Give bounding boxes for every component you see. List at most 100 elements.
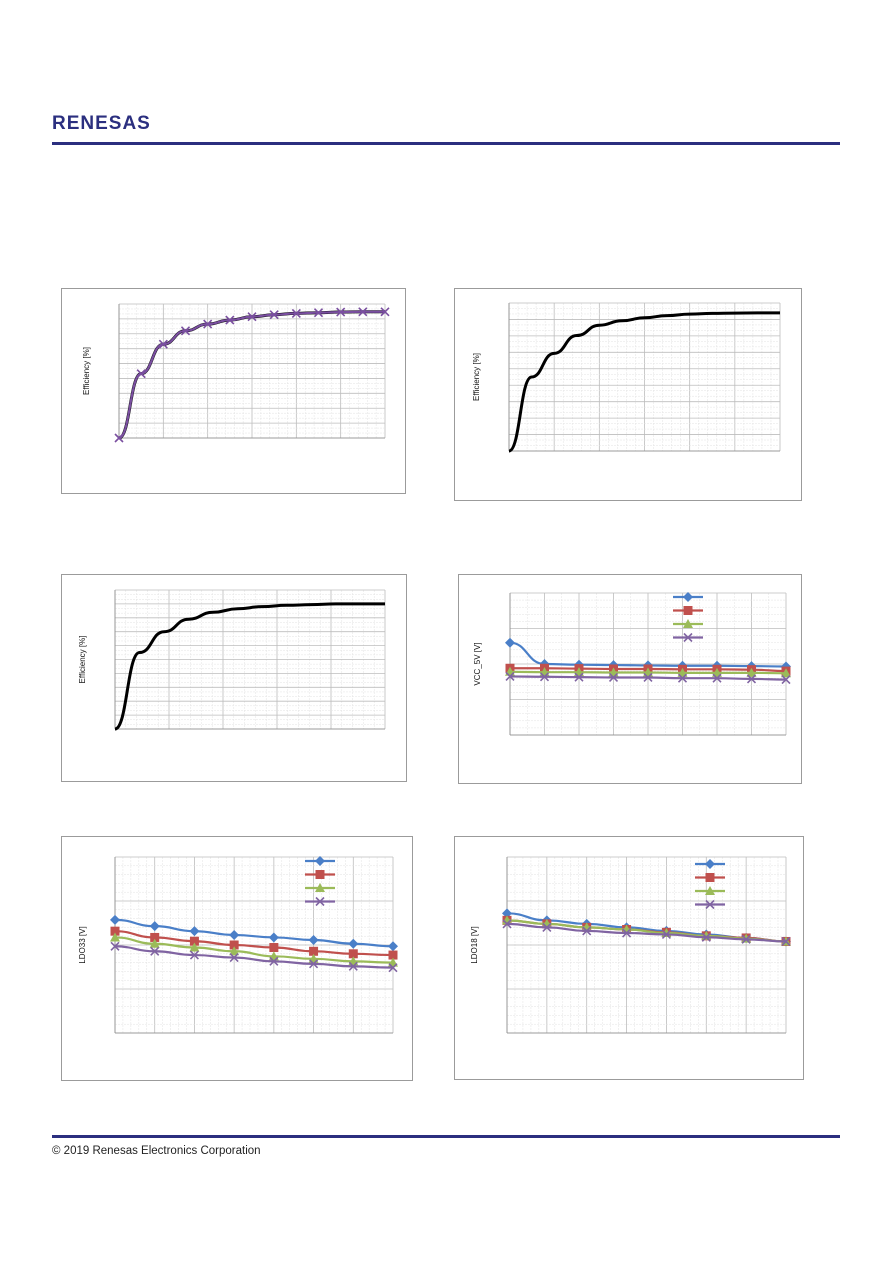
series-line-3	[114, 936, 394, 964]
data-point	[308, 934, 319, 945]
legend-swatch-marker	[683, 619, 693, 628]
data-point	[622, 928, 632, 938]
renesas-logo: RENESAS	[52, 113, 151, 133]
series-markers-2	[114, 307, 390, 443]
data-point	[741, 934, 751, 944]
data-point	[269, 943, 279, 953]
data-point	[309, 959, 319, 969]
data-point	[189, 942, 200, 952]
series-line-4	[114, 945, 394, 969]
data-point	[358, 307, 368, 317]
chart-5: LDO33 [V]	[78, 856, 398, 1034]
legend-swatch-marker	[315, 856, 325, 866]
data-point	[582, 926, 592, 936]
series-markers-4	[502, 919, 791, 947]
chart-grid	[118, 303, 386, 439]
chart-6: LDO18 [V]	[470, 856, 791, 1034]
series-markers-4	[110, 941, 398, 973]
data-point	[149, 921, 160, 932]
data-point	[110, 941, 120, 951]
data-point	[574, 672, 584, 682]
data-point	[781, 675, 791, 685]
data-point	[505, 671, 515, 681]
data-point	[746, 667, 757, 677]
data-point	[268, 932, 279, 943]
data-point	[229, 953, 239, 963]
data-point	[189, 936, 199, 946]
legend-swatch-marker	[705, 899, 715, 910]
data-point	[348, 961, 358, 971]
data-point	[180, 326, 191, 336]
series-line-1	[114, 602, 385, 731]
data-point	[247, 312, 257, 322]
legend-swatch-marker	[683, 592, 693, 602]
chart-panel-1: Efficiency [%]	[61, 288, 406, 494]
legend-swatch-marker	[315, 896, 325, 907]
legend-swatch-marker	[705, 859, 715, 869]
legend-swatch-marker	[683, 606, 693, 615]
data-point	[291, 308, 301, 318]
chart-panel-2: Efficiency [%]	[454, 288, 802, 501]
chart-grid	[508, 302, 781, 452]
series-line-1	[508, 311, 780, 453]
data-point	[136, 369, 146, 379]
data-point	[229, 929, 240, 940]
chart-panel-5: LDO33 [V]	[61, 836, 413, 1081]
data-point	[781, 668, 791, 678]
chart-grid	[114, 589, 386, 730]
data-point	[643, 672, 653, 683]
data-point	[150, 946, 160, 956]
y-axis-label: VCC_5V [V]	[473, 642, 482, 685]
header-rule	[52, 142, 840, 145]
copyright-text: © 2019 Renesas Electronics Corporation	[52, 1145, 261, 1157]
data-point	[539, 672, 550, 682]
data-point	[313, 308, 324, 318]
data-point	[502, 919, 512, 929]
data-point	[110, 914, 120, 925]
chart-1: Efficiency [%]	[82, 303, 390, 443]
chart-3: Efficiency [%]	[78, 589, 386, 731]
chart-panel-6: LDO18 [V]	[454, 836, 804, 1080]
chart-panel-4: VCC_5V [V]	[458, 574, 802, 784]
data-point	[502, 908, 512, 919]
data-point	[203, 319, 213, 329]
data-point	[746, 674, 757, 684]
series-markers-1	[110, 914, 398, 952]
chart-2: Efficiency [%]	[472, 302, 781, 453]
y-axis-label: LDO18 [V]	[470, 926, 479, 963]
data-point	[336, 307, 346, 317]
data-point	[158, 339, 168, 349]
series-line-4	[506, 922, 787, 943]
data-point	[348, 938, 359, 949]
data-point	[110, 932, 120, 942]
data-point	[269, 956, 279, 966]
y-axis-label: LDO33 [V]	[78, 926, 87, 963]
legend-swatch-marker	[315, 883, 325, 892]
data-point	[114, 433, 124, 443]
y-axis-label: Efficiency [%]	[78, 636, 87, 684]
data-point	[781, 936, 791, 947]
data-point	[269, 310, 279, 320]
data-point	[110, 926, 120, 936]
data-point	[150, 932, 160, 942]
data-point	[388, 950, 398, 960]
data-point	[608, 672, 619, 683]
chart-legend	[305, 856, 335, 907]
data-point	[225, 315, 235, 325]
data-point	[348, 949, 358, 959]
data-point	[388, 963, 398, 973]
data-point	[149, 938, 160, 948]
chart-grid	[506, 856, 787, 1034]
chart-legend	[673, 592, 703, 643]
data-point	[189, 950, 199, 960]
logo-text: RENESAS	[52, 113, 151, 133]
data-point	[388, 941, 398, 952]
legend-swatch-marker	[705, 873, 715, 882]
data-point	[229, 940, 239, 950]
footer-rule	[52, 1135, 840, 1138]
data-point	[229, 946, 240, 956]
chart-legend	[695, 859, 725, 910]
data-point	[505, 637, 515, 648]
series-markers-4	[505, 671, 791, 685]
data-point	[309, 946, 319, 956]
